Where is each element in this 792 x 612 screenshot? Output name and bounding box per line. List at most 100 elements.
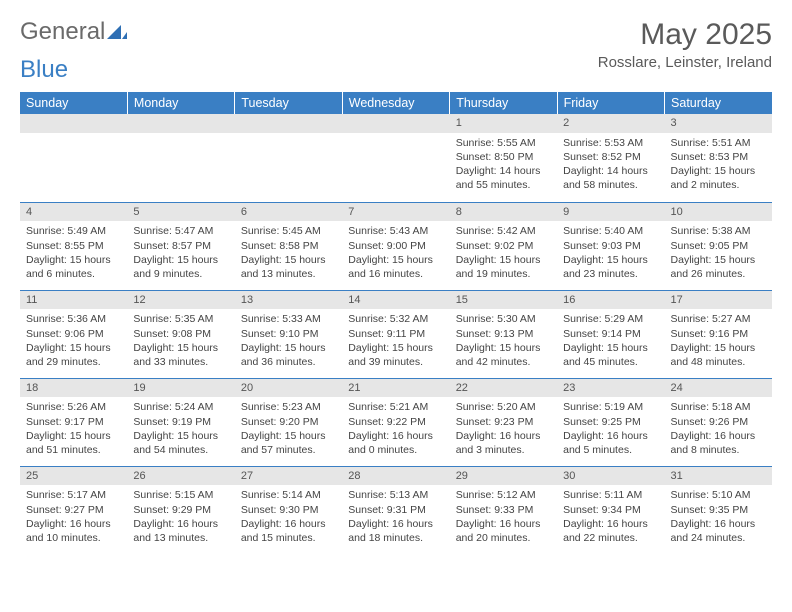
sunset-text: Sunset: 9:10 PM bbox=[241, 327, 336, 341]
day-header: Saturday bbox=[665, 92, 772, 114]
daylight-text: Daylight: 16 hours and 18 minutes. bbox=[348, 517, 443, 545]
daylight-text: Daylight: 15 hours and 23 minutes. bbox=[563, 253, 658, 281]
calendar-cell: 20Sunrise: 5:23 AMSunset: 9:20 PMDayligh… bbox=[235, 378, 342, 466]
day-number: 28 bbox=[342, 467, 449, 486]
daylight-text: Daylight: 16 hours and 3 minutes. bbox=[456, 429, 551, 457]
day-number bbox=[20, 114, 127, 133]
day-header: Sunday bbox=[20, 92, 127, 114]
daylight-text: Daylight: 15 hours and 48 minutes. bbox=[671, 341, 766, 369]
sunset-text: Sunset: 8:57 PM bbox=[133, 239, 228, 253]
calendar-body: 1Sunrise: 5:55 AMSunset: 8:50 PMDaylight… bbox=[20, 114, 772, 554]
daylight-text: Daylight: 15 hours and 9 minutes. bbox=[133, 253, 228, 281]
day-number: 6 bbox=[235, 203, 342, 222]
daylight-text: Daylight: 16 hours and 0 minutes. bbox=[348, 429, 443, 457]
calendar-cell: 5Sunrise: 5:47 AMSunset: 8:57 PMDaylight… bbox=[127, 202, 234, 290]
sunset-text: Sunset: 9:11 PM bbox=[348, 327, 443, 341]
day-body: Sunrise: 5:21 AMSunset: 9:22 PMDaylight:… bbox=[342, 397, 449, 459]
sunset-text: Sunset: 8:53 PM bbox=[671, 150, 766, 164]
sunrise-text: Sunrise: 5:35 AM bbox=[133, 312, 228, 326]
daylight-text: Daylight: 15 hours and 57 minutes. bbox=[241, 429, 336, 457]
calendar-week-row: 18Sunrise: 5:26 AMSunset: 9:17 PMDayligh… bbox=[20, 378, 772, 466]
logo-text: GeneralBlue bbox=[20, 18, 127, 84]
calendar-cell: 1Sunrise: 5:55 AMSunset: 8:50 PMDaylight… bbox=[450, 114, 557, 202]
day-number: 3 bbox=[665, 114, 772, 133]
daylight-text: Daylight: 16 hours and 22 minutes. bbox=[563, 517, 658, 545]
daylight-text: Daylight: 15 hours and 33 minutes. bbox=[133, 341, 228, 369]
sunrise-text: Sunrise: 5:18 AM bbox=[671, 400, 766, 414]
sunset-text: Sunset: 8:58 PM bbox=[241, 239, 336, 253]
calendar-cell: 19Sunrise: 5:24 AMSunset: 9:19 PMDayligh… bbox=[127, 378, 234, 466]
calendar-cell: 31Sunrise: 5:10 AMSunset: 9:35 PMDayligh… bbox=[665, 466, 772, 554]
calendar-cell: 7Sunrise: 5:43 AMSunset: 9:00 PMDaylight… bbox=[342, 202, 449, 290]
day-body: Sunrise: 5:32 AMSunset: 9:11 PMDaylight:… bbox=[342, 309, 449, 371]
calendar-cell: 26Sunrise: 5:15 AMSunset: 9:29 PMDayligh… bbox=[127, 466, 234, 554]
calendar-cell: 6Sunrise: 5:45 AMSunset: 8:58 PMDaylight… bbox=[235, 202, 342, 290]
calendar-week-row: 11Sunrise: 5:36 AMSunset: 9:06 PMDayligh… bbox=[20, 290, 772, 378]
sunrise-text: Sunrise: 5:19 AM bbox=[563, 400, 658, 414]
day-header-row: SundayMondayTuesdayWednesdayThursdayFrid… bbox=[20, 92, 772, 114]
day-number: 7 bbox=[342, 203, 449, 222]
logo-part2: Blue bbox=[20, 56, 68, 83]
calendar-cell: 4Sunrise: 5:49 AMSunset: 8:55 PMDaylight… bbox=[20, 202, 127, 290]
sunrise-text: Sunrise: 5:42 AM bbox=[456, 224, 551, 238]
day-body: Sunrise: 5:11 AMSunset: 9:34 PMDaylight:… bbox=[557, 485, 664, 547]
day-body: Sunrise: 5:13 AMSunset: 9:31 PMDaylight:… bbox=[342, 485, 449, 547]
calendar-cell: 30Sunrise: 5:11 AMSunset: 9:34 PMDayligh… bbox=[557, 466, 664, 554]
sunset-text: Sunset: 9:22 PM bbox=[348, 415, 443, 429]
daylight-text: Daylight: 15 hours and 6 minutes. bbox=[26, 253, 121, 281]
sunset-text: Sunset: 9:14 PM bbox=[563, 327, 658, 341]
sunset-text: Sunset: 9:25 PM bbox=[563, 415, 658, 429]
day-number: 25 bbox=[20, 467, 127, 486]
day-body: Sunrise: 5:36 AMSunset: 9:06 PMDaylight:… bbox=[20, 309, 127, 371]
sunset-text: Sunset: 9:30 PM bbox=[241, 503, 336, 517]
sunrise-text: Sunrise: 5:53 AM bbox=[563, 136, 658, 150]
sunrise-text: Sunrise: 5:38 AM bbox=[671, 224, 766, 238]
day-body: Sunrise: 5:12 AMSunset: 9:33 PMDaylight:… bbox=[450, 485, 557, 547]
calendar-cell: 28Sunrise: 5:13 AMSunset: 9:31 PMDayligh… bbox=[342, 466, 449, 554]
daylight-text: Daylight: 16 hours and 5 minutes. bbox=[563, 429, 658, 457]
day-number: 19 bbox=[127, 379, 234, 398]
day-number: 29 bbox=[450, 467, 557, 486]
day-body: Sunrise: 5:24 AMSunset: 9:19 PMDaylight:… bbox=[127, 397, 234, 459]
daylight-text: Daylight: 16 hours and 10 minutes. bbox=[26, 517, 121, 545]
sunset-text: Sunset: 8:55 PM bbox=[26, 239, 121, 253]
calendar-cell: 22Sunrise: 5:20 AMSunset: 9:23 PMDayligh… bbox=[450, 378, 557, 466]
sunrise-text: Sunrise: 5:15 AM bbox=[133, 488, 228, 502]
sunset-text: Sunset: 9:16 PM bbox=[671, 327, 766, 341]
day-body: Sunrise: 5:51 AMSunset: 8:53 PMDaylight:… bbox=[665, 133, 772, 195]
daylight-text: Daylight: 15 hours and 39 minutes. bbox=[348, 341, 443, 369]
calendar-week-row: 1Sunrise: 5:55 AMSunset: 8:50 PMDaylight… bbox=[20, 114, 772, 202]
sunrise-text: Sunrise: 5:29 AM bbox=[563, 312, 658, 326]
day-number: 18 bbox=[20, 379, 127, 398]
daylight-text: Daylight: 15 hours and 45 minutes. bbox=[563, 341, 658, 369]
calendar-cell: 16Sunrise: 5:29 AMSunset: 9:14 PMDayligh… bbox=[557, 290, 664, 378]
sunset-text: Sunset: 9:08 PM bbox=[133, 327, 228, 341]
day-body: Sunrise: 5:33 AMSunset: 9:10 PMDaylight:… bbox=[235, 309, 342, 371]
sunrise-text: Sunrise: 5:47 AM bbox=[133, 224, 228, 238]
day-header: Tuesday bbox=[235, 92, 342, 114]
day-body: Sunrise: 5:15 AMSunset: 9:29 PMDaylight:… bbox=[127, 485, 234, 547]
header: GeneralBlue May 2025 Rosslare, Leinster,… bbox=[20, 18, 772, 84]
sunset-text: Sunset: 9:17 PM bbox=[26, 415, 121, 429]
sunrise-text: Sunrise: 5:13 AM bbox=[348, 488, 443, 502]
day-body: Sunrise: 5:42 AMSunset: 9:02 PMDaylight:… bbox=[450, 221, 557, 283]
calendar-cell: 8Sunrise: 5:42 AMSunset: 9:02 PMDaylight… bbox=[450, 202, 557, 290]
sunrise-text: Sunrise: 5:51 AM bbox=[671, 136, 766, 150]
day-number: 30 bbox=[557, 467, 664, 486]
day-number: 14 bbox=[342, 291, 449, 310]
sunset-text: Sunset: 9:05 PM bbox=[671, 239, 766, 253]
calendar-cell: 21Sunrise: 5:21 AMSunset: 9:22 PMDayligh… bbox=[342, 378, 449, 466]
day-body: Sunrise: 5:53 AMSunset: 8:52 PMDaylight:… bbox=[557, 133, 664, 195]
day-body: Sunrise: 5:27 AMSunset: 9:16 PMDaylight:… bbox=[665, 309, 772, 371]
day-number: 4 bbox=[20, 203, 127, 222]
sunset-text: Sunset: 9:20 PM bbox=[241, 415, 336, 429]
sunset-text: Sunset: 9:29 PM bbox=[133, 503, 228, 517]
sunrise-text: Sunrise: 5:20 AM bbox=[456, 400, 551, 414]
sunrise-text: Sunrise: 5:14 AM bbox=[241, 488, 336, 502]
day-number: 11 bbox=[20, 291, 127, 310]
sunset-text: Sunset: 9:02 PM bbox=[456, 239, 551, 253]
sunrise-text: Sunrise: 5:33 AM bbox=[241, 312, 336, 326]
day-body: Sunrise: 5:14 AMSunset: 9:30 PMDaylight:… bbox=[235, 485, 342, 547]
daylight-text: Daylight: 15 hours and 54 minutes. bbox=[133, 429, 228, 457]
day-body: Sunrise: 5:35 AMSunset: 9:08 PMDaylight:… bbox=[127, 309, 234, 371]
